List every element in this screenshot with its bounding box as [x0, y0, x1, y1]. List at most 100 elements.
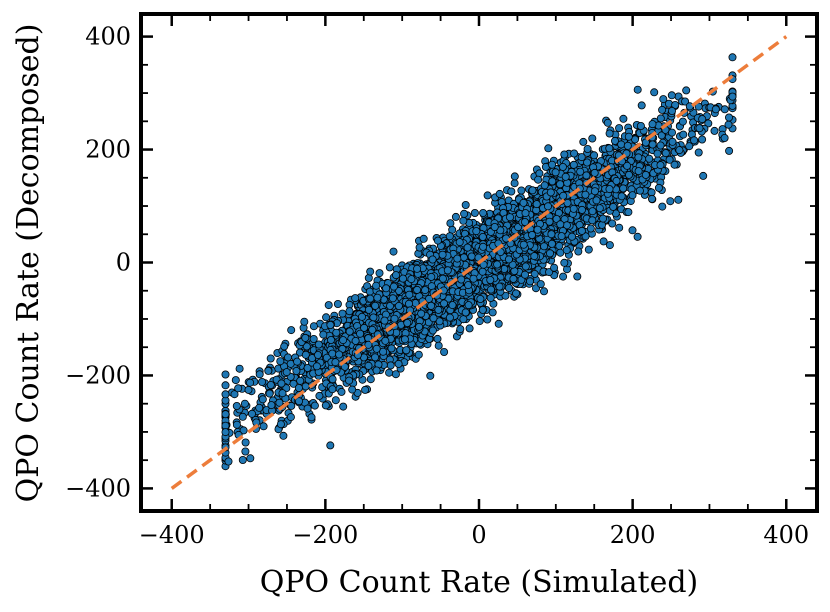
scatter-point [415, 243, 424, 252]
scatter-point [590, 187, 599, 196]
scatter-point [296, 376, 305, 385]
scatter-point [385, 263, 394, 272]
scatter-point [335, 350, 344, 359]
scatter-point [240, 399, 249, 408]
scatter-point [670, 160, 679, 169]
scatter-point [658, 202, 667, 211]
scatter-point [465, 324, 474, 333]
scatter-point [548, 177, 557, 186]
scatter-point [279, 431, 288, 440]
scatter-point [590, 151, 599, 160]
scatter-point [654, 183, 663, 192]
scatter-point [648, 194, 657, 203]
scatter-point [551, 168, 560, 177]
scatter-point [656, 161, 665, 170]
scatter-point [637, 101, 646, 110]
scatter-point [439, 299, 448, 308]
scatter-point [434, 341, 443, 350]
scatter-point [360, 323, 369, 332]
scatter-point [665, 155, 674, 164]
scatter-point [493, 260, 502, 269]
scatter-point [364, 361, 373, 370]
scatter-point [315, 391, 324, 400]
scatter-point [625, 170, 634, 179]
scatter-point [656, 141, 665, 150]
scatter-point [324, 301, 333, 310]
scatter-point [455, 238, 464, 247]
scatter-point [443, 266, 452, 275]
scatter-point [661, 149, 670, 158]
scatter-point [519, 240, 528, 249]
scatter-point [371, 353, 380, 362]
scatter-point [371, 301, 380, 310]
scatter-point [615, 124, 624, 133]
scatter-point [685, 142, 694, 151]
scatter-point [440, 347, 449, 356]
scatter-point [560, 150, 569, 159]
scatter-point [283, 353, 292, 362]
scatter-point [372, 366, 381, 375]
scatter-point [461, 308, 470, 317]
scatter-point [698, 115, 707, 124]
scatter-point [578, 205, 587, 214]
scatter-point [690, 136, 699, 145]
scatter-point [682, 86, 691, 95]
scatter-point [238, 412, 247, 421]
scatter-point [547, 230, 556, 239]
scatter-point [636, 122, 645, 131]
scatter-point [459, 216, 468, 225]
scatter-point [221, 381, 230, 390]
scatter-point [550, 263, 559, 272]
scatter-point [699, 171, 708, 180]
scatter-point [624, 132, 633, 141]
scatter-point [415, 322, 424, 331]
scatter-point [671, 101, 680, 110]
scatter-point [510, 179, 519, 188]
scatter-point [603, 118, 612, 127]
scatter-point [221, 410, 230, 419]
scatter-point [453, 254, 462, 263]
scatter-point [241, 447, 250, 456]
scatter-point [635, 186, 644, 195]
scatter-point [460, 209, 469, 218]
scatter-point [417, 309, 426, 318]
scatter-point [382, 284, 391, 293]
scatter-point [303, 404, 312, 413]
scatter-point [647, 188, 656, 197]
scatter-point [659, 95, 668, 104]
scatter-point [521, 262, 530, 271]
scatter-point [581, 190, 590, 199]
scatter-point [561, 172, 570, 181]
scatter-point [426, 371, 435, 380]
scatter-point [328, 385, 337, 394]
scatter-point [478, 305, 487, 314]
scatter-point [508, 260, 517, 269]
scatter-point [530, 269, 539, 278]
scatter-point [504, 255, 513, 264]
scatter-point [328, 375, 337, 384]
scatter-point [364, 305, 373, 314]
scatter-point [312, 362, 321, 371]
scatter-point [232, 420, 241, 429]
scatter-point [379, 347, 388, 356]
scatter-point [486, 275, 495, 284]
scatter-point [510, 172, 519, 181]
scatter-point [293, 357, 302, 366]
scatter-point [668, 137, 677, 146]
scatter-point [628, 191, 637, 200]
scatter-point [532, 200, 541, 209]
scatter-point [725, 113, 734, 122]
scatter-point [326, 320, 335, 329]
scatter-point [387, 344, 396, 353]
scatter-point [609, 202, 618, 211]
scatter-point [459, 315, 468, 324]
scatter-point [521, 270, 530, 279]
scatter-point [698, 135, 707, 144]
scatter-point [576, 167, 585, 176]
scatter-point [666, 197, 675, 206]
scatter-point [479, 242, 488, 251]
scatter-point [309, 334, 318, 343]
scatter-point [494, 319, 503, 328]
scatter-point [579, 137, 588, 146]
scatter-point [679, 130, 688, 139]
